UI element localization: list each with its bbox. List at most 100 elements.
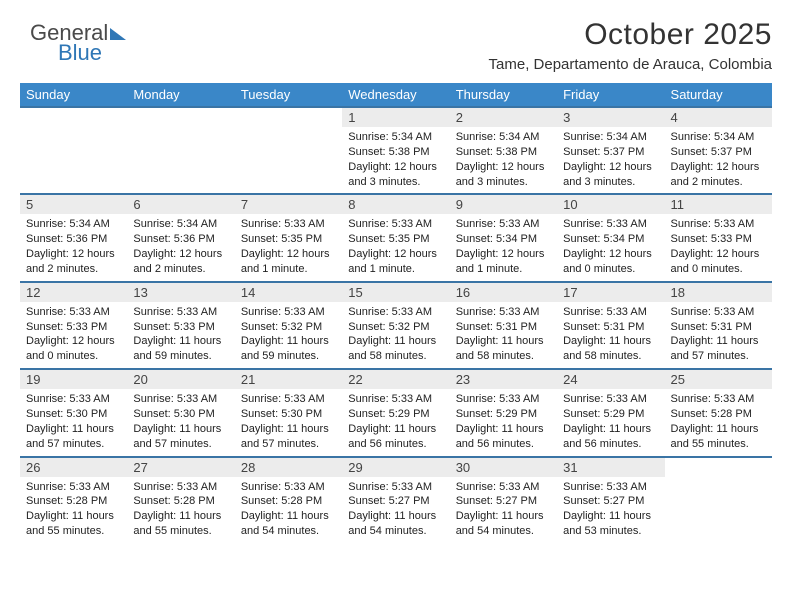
day-number: 12	[20, 283, 127, 302]
calendar-day-cell: 7Sunrise: 5:33 AMSunset: 5:35 PMDaylight…	[235, 194, 342, 281]
day-number: 16	[450, 283, 557, 302]
calendar-day-cell: 17Sunrise: 5:33 AMSunset: 5:31 PMDayligh…	[557, 282, 664, 369]
day-body: Sunrise: 5:33 AMSunset: 5:29 PMDaylight:…	[557, 389, 664, 455]
calendar-day-cell: 4Sunrise: 5:34 AMSunset: 5:37 PMDaylight…	[665, 107, 772, 194]
logo-text-2: Blue	[30, 42, 126, 64]
day-body: Sunrise: 5:33 AMSunset: 5:27 PMDaylight:…	[450, 477, 557, 543]
day-number: 20	[127, 370, 234, 389]
day-number: 6	[127, 195, 234, 214]
calendar-day-cell: 27Sunrise: 5:33 AMSunset: 5:28 PMDayligh…	[127, 457, 234, 543]
calendar-day-cell: 30Sunrise: 5:33 AMSunset: 5:27 PMDayligh…	[450, 457, 557, 543]
day-body: Sunrise: 5:34 AMSunset: 5:38 PMDaylight:…	[342, 127, 449, 193]
day-body: Sunrise: 5:34 AMSunset: 5:36 PMDaylight:…	[20, 214, 127, 280]
day-body: Sunrise: 5:33 AMSunset: 5:28 PMDaylight:…	[235, 477, 342, 543]
day-number: 3	[557, 108, 664, 127]
calendar-day-cell: 15Sunrise: 5:33 AMSunset: 5:32 PMDayligh…	[342, 282, 449, 369]
calendar-day-cell: 8Sunrise: 5:33 AMSunset: 5:35 PMDaylight…	[342, 194, 449, 281]
day-body	[127, 127, 234, 134]
calendar-day-cell: 31Sunrise: 5:33 AMSunset: 5:27 PMDayligh…	[557, 457, 664, 543]
weekday-header: Saturday	[665, 83, 772, 107]
day-body: Sunrise: 5:33 AMSunset: 5:28 PMDaylight:…	[20, 477, 127, 543]
day-number: 22	[342, 370, 449, 389]
calendar-week-row: 1Sunrise: 5:34 AMSunset: 5:38 PMDaylight…	[20, 107, 772, 194]
day-body: Sunrise: 5:33 AMSunset: 5:27 PMDaylight:…	[557, 477, 664, 543]
calendar-day-cell: 24Sunrise: 5:33 AMSunset: 5:29 PMDayligh…	[557, 369, 664, 456]
day-number: 26	[20, 458, 127, 477]
weekday-header: Tuesday	[235, 83, 342, 107]
weekday-header: Wednesday	[342, 83, 449, 107]
calendar-day-cell: 22Sunrise: 5:33 AMSunset: 5:29 PMDayligh…	[342, 369, 449, 456]
weekday-header: Sunday	[20, 83, 127, 107]
day-number: 17	[557, 283, 664, 302]
calendar-body: 1Sunrise: 5:34 AMSunset: 5:38 PMDaylight…	[20, 107, 772, 543]
calendar-day-cell: 21Sunrise: 5:33 AMSunset: 5:30 PMDayligh…	[235, 369, 342, 456]
calendar-day-cell: 26Sunrise: 5:33 AMSunset: 5:28 PMDayligh…	[20, 457, 127, 543]
calendar-day-cell: 9Sunrise: 5:33 AMSunset: 5:34 PMDaylight…	[450, 194, 557, 281]
day-body: Sunrise: 5:33 AMSunset: 5:35 PMDaylight:…	[235, 214, 342, 280]
day-body: Sunrise: 5:33 AMSunset: 5:33 PMDaylight:…	[665, 214, 772, 280]
calendar-day-cell	[20, 107, 127, 194]
day-body: Sunrise: 5:33 AMSunset: 5:35 PMDaylight:…	[342, 214, 449, 280]
calendar-day-cell: 18Sunrise: 5:33 AMSunset: 5:31 PMDayligh…	[665, 282, 772, 369]
day-body: Sunrise: 5:33 AMSunset: 5:33 PMDaylight:…	[20, 302, 127, 368]
day-body: Sunrise: 5:33 AMSunset: 5:29 PMDaylight:…	[450, 389, 557, 455]
calendar-day-cell: 3Sunrise: 5:34 AMSunset: 5:37 PMDaylight…	[557, 107, 664, 194]
calendar-day-cell: 14Sunrise: 5:33 AMSunset: 5:32 PMDayligh…	[235, 282, 342, 369]
day-body: Sunrise: 5:34 AMSunset: 5:37 PMDaylight:…	[665, 127, 772, 193]
day-number: 1	[342, 108, 449, 127]
day-body: Sunrise: 5:33 AMSunset: 5:32 PMDaylight:…	[342, 302, 449, 368]
day-body: Sunrise: 5:33 AMSunset: 5:32 PMDaylight:…	[235, 302, 342, 368]
day-body: Sunrise: 5:33 AMSunset: 5:34 PMDaylight:…	[557, 214, 664, 280]
day-number: 28	[235, 458, 342, 477]
calendar-day-cell: 23Sunrise: 5:33 AMSunset: 5:29 PMDayligh…	[450, 369, 557, 456]
calendar-day-cell: 12Sunrise: 5:33 AMSunset: 5:33 PMDayligh…	[20, 282, 127, 369]
header: October 2025 Tame, Departamento de Arauc…	[20, 18, 772, 73]
day-body: Sunrise: 5:34 AMSunset: 5:38 PMDaylight:…	[450, 127, 557, 193]
day-number: 2	[450, 108, 557, 127]
day-number: 27	[127, 458, 234, 477]
day-body	[665, 477, 772, 484]
day-body: Sunrise: 5:33 AMSunset: 5:34 PMDaylight:…	[450, 214, 557, 280]
day-number: 11	[665, 195, 772, 214]
day-number: 21	[235, 370, 342, 389]
location-subtitle: Tame, Departamento de Arauca, Colombia	[20, 56, 772, 73]
calendar-day-cell: 20Sunrise: 5:33 AMSunset: 5:30 PMDayligh…	[127, 369, 234, 456]
day-body: Sunrise: 5:33 AMSunset: 5:31 PMDaylight:…	[557, 302, 664, 368]
day-number: 18	[665, 283, 772, 302]
day-number: 29	[342, 458, 449, 477]
weekday-header: Monday	[127, 83, 234, 107]
day-number	[235, 108, 342, 127]
calendar-day-cell: 1Sunrise: 5:34 AMSunset: 5:38 PMDaylight…	[342, 107, 449, 194]
calendar-day-cell	[235, 107, 342, 194]
day-body: Sunrise: 5:33 AMSunset: 5:29 PMDaylight:…	[342, 389, 449, 455]
day-number: 9	[450, 195, 557, 214]
calendar-day-cell: 28Sunrise: 5:33 AMSunset: 5:28 PMDayligh…	[235, 457, 342, 543]
day-number: 4	[665, 108, 772, 127]
logo-triangle-icon	[110, 28, 126, 40]
calendar-day-cell	[127, 107, 234, 194]
calendar-table: SundayMondayTuesdayWednesdayThursdayFrid…	[20, 83, 772, 543]
calendar-day-cell: 5Sunrise: 5:34 AMSunset: 5:36 PMDaylight…	[20, 194, 127, 281]
day-number: 5	[20, 195, 127, 214]
weekday-header: Friday	[557, 83, 664, 107]
calendar-day-cell: 16Sunrise: 5:33 AMSunset: 5:31 PMDayligh…	[450, 282, 557, 369]
weekday-header-row: SundayMondayTuesdayWednesdayThursdayFrid…	[20, 83, 772, 107]
month-title: October 2025	[20, 18, 772, 52]
day-number: 8	[342, 195, 449, 214]
calendar-day-cell: 29Sunrise: 5:33 AMSunset: 5:27 PMDayligh…	[342, 457, 449, 543]
day-body: Sunrise: 5:33 AMSunset: 5:33 PMDaylight:…	[127, 302, 234, 368]
day-number	[127, 108, 234, 127]
calendar-day-cell: 19Sunrise: 5:33 AMSunset: 5:30 PMDayligh…	[20, 369, 127, 456]
calendar-day-cell: 2Sunrise: 5:34 AMSunset: 5:38 PMDaylight…	[450, 107, 557, 194]
weekday-header: Thursday	[450, 83, 557, 107]
day-number: 15	[342, 283, 449, 302]
day-body: Sunrise: 5:34 AMSunset: 5:36 PMDaylight:…	[127, 214, 234, 280]
day-body: Sunrise: 5:33 AMSunset: 5:31 PMDaylight:…	[450, 302, 557, 368]
day-number: 23	[450, 370, 557, 389]
day-body	[235, 127, 342, 134]
day-number: 10	[557, 195, 664, 214]
day-number: 13	[127, 283, 234, 302]
calendar-week-row: 19Sunrise: 5:33 AMSunset: 5:30 PMDayligh…	[20, 369, 772, 456]
day-body: Sunrise: 5:34 AMSunset: 5:37 PMDaylight:…	[557, 127, 664, 193]
day-number	[665, 458, 772, 477]
